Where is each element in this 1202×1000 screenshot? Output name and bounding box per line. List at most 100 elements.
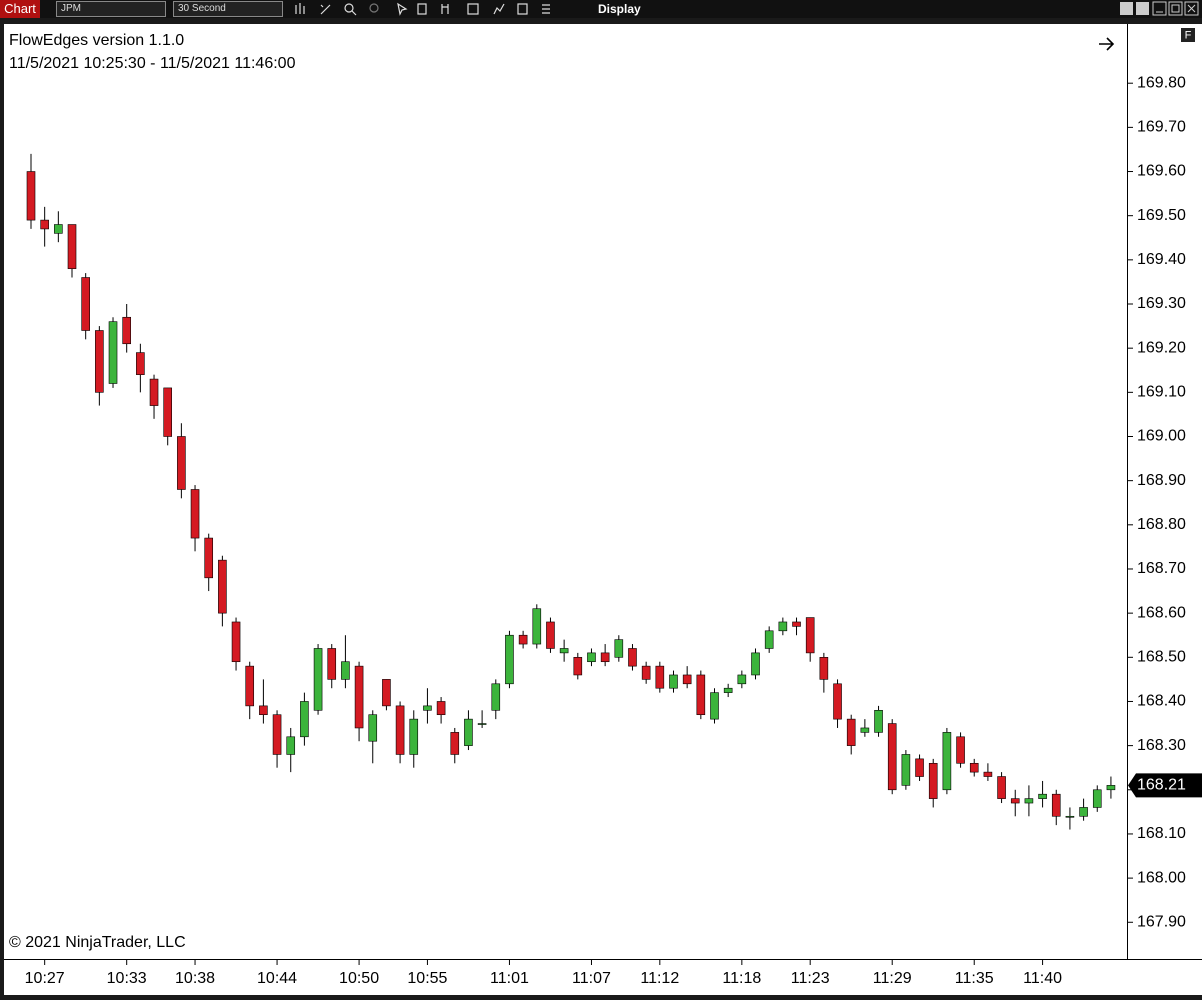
candle-body	[792, 621, 801, 627]
candle-body	[969, 762, 979, 773]
scroll-arrow[interactable]	[1099, 37, 1115, 51]
x-tick-label: 11:23	[791, 970, 830, 987]
candle-body	[95, 330, 104, 393]
chart-title: FlowEdges version 1.1.0	[9, 32, 184, 49]
candle-body	[1092, 789, 1102, 808]
candle-body	[1038, 793, 1047, 799]
y-tick-label: 169.20	[1137, 339, 1186, 356]
candle-body	[54, 224, 63, 234]
price-axis	[1128, 24, 1202, 959]
display-menu[interactable]: Display	[598, 2, 641, 16]
y-tick-label: 167.90	[1137, 913, 1186, 930]
candle-body	[122, 316, 131, 345]
candle-body	[395, 705, 405, 755]
candle-body	[1106, 785, 1116, 791]
candle-body	[149, 378, 159, 406]
copyright: © 2021 NinjaTrader, LLC	[9, 934, 186, 951]
x-tick-label: 11:40	[1023, 970, 1062, 987]
candle-body	[928, 762, 938, 799]
badge-box[interactable]	[1181, 28, 1195, 42]
chart-subtitle: 11/5/2021 10:25:30 - 11/5/2021 11:46:00	[9, 55, 296, 72]
candle-body	[805, 617, 815, 654]
candle-body	[997, 776, 1006, 799]
instrument-select[interactable]: JPM	[56, 1, 166, 17]
candle-body	[764, 630, 774, 649]
candle-body	[587, 652, 596, 663]
candle-body	[108, 321, 118, 384]
y-tick-label: 169.40	[1137, 251, 1186, 268]
candle-body	[614, 639, 624, 658]
time-axis	[4, 960, 1202, 995]
y-tick-label: 169.70	[1137, 119, 1186, 136]
y-tick-label: 169.00	[1137, 428, 1186, 445]
candle-body	[669, 674, 678, 689]
candle-body	[177, 436, 186, 490]
candle-body	[163, 387, 172, 437]
candle-body	[231, 621, 241, 663]
candle-body	[491, 683, 501, 711]
candle-body	[313, 648, 323, 711]
candle-body	[436, 701, 446, 716]
candle-body	[40, 219, 49, 230]
x-tick-label: 10:50	[339, 970, 379, 987]
y-tick-label: 169.80	[1137, 74, 1186, 91]
candle-body	[341, 661, 350, 680]
y-tick-label: 169.10	[1137, 384, 1186, 401]
candle-body	[136, 352, 145, 375]
candle-body	[915, 758, 924, 777]
candle-body	[245, 665, 255, 707]
x-tick-label: 11:12	[640, 970, 679, 987]
candle-body	[382, 679, 391, 707]
chart: FlowEdges version 1.1.0 11/5/2021 10:25:…	[4, 24, 1202, 995]
candle-body	[354, 665, 364, 729]
last-price: 168.21	[1137, 777, 1186, 794]
candle-body	[860, 727, 870, 733]
candle-body	[600, 652, 610, 663]
candle-body	[573, 657, 583, 676]
y-tick-label: 169.60	[1137, 163, 1186, 180]
y-tick-label: 168.60	[1137, 604, 1186, 621]
y-tick-label: 168.10	[1137, 825, 1186, 842]
candle-body	[833, 683, 842, 720]
candle-body	[546, 621, 555, 649]
candle-body	[956, 736, 965, 764]
candle-body	[751, 652, 760, 676]
window-buttons[interactable]	[1118, 1, 1200, 17]
x-tick-label: 10:38	[175, 970, 215, 987]
candle-body	[204, 537, 214, 579]
candle-body	[846, 718, 856, 746]
candle-body	[532, 608, 542, 645]
toolbar: Chart JPM 30 Second Display	[0, 0, 1202, 18]
candle-body	[368, 714, 378, 742]
x-tick-label: 11:29	[873, 970, 912, 987]
y-tick-label: 168.50	[1137, 649, 1186, 666]
candle-body	[477, 723, 487, 725]
candle-body	[259, 705, 268, 716]
candle-body	[190, 489, 200, 539]
candle-body	[1051, 793, 1061, 817]
candle-body	[423, 705, 432, 711]
candle-body	[218, 559, 227, 614]
x-tick-label: 11:35	[955, 970, 994, 987]
chart-tab[interactable]: Chart	[0, 0, 40, 18]
candle-body	[1024, 798, 1034, 804]
x-tick-label: 10:55	[407, 970, 447, 987]
tool-icons[interactable]	[294, 2, 560, 16]
candle-body	[778, 621, 788, 632]
candle-body	[450, 732, 460, 755]
interval-select[interactable]: 30 Second	[173, 1, 283, 17]
candle-body	[819, 657, 829, 680]
candle-body	[409, 718, 419, 755]
candle-body	[505, 634, 514, 685]
plot-area	[4, 24, 1127, 959]
y-tick-label: 169.30	[1137, 295, 1186, 312]
candle-body	[559, 648, 569, 654]
badge: F	[1185, 29, 1192, 41]
last-price-box	[1128, 773, 1202, 798]
candle-body	[81, 277, 90, 331]
candle-body	[1079, 807, 1088, 817]
candle-body	[874, 709, 883, 733]
candle-body	[887, 723, 897, 791]
x-tick-label: 11:07	[572, 970, 611, 987]
x-tick-label: 10:33	[107, 970, 147, 987]
